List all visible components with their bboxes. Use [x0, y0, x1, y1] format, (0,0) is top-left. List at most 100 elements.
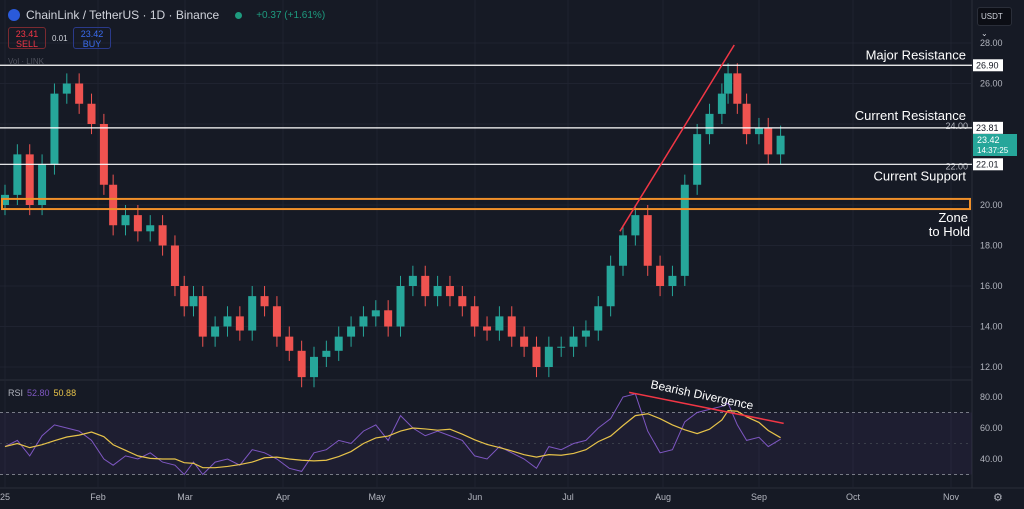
candle: [260, 296, 269, 307]
y-tick-label: 28.00: [980, 38, 1003, 48]
volume-label[interactable]: Vol · LINK: [8, 57, 45, 66]
candle: [408, 275, 417, 286]
candle: [87, 103, 96, 124]
candle: [544, 346, 553, 367]
candle: [272, 306, 281, 337]
candle: [532, 346, 541, 367]
settings-gear-icon: ⚙: [993, 492, 1003, 504]
y-tick-label: 18.00: [980, 241, 1003, 251]
candle: [198, 296, 207, 337]
candle: [764, 128, 773, 155]
x-tick-label: May: [368, 492, 386, 502]
candle: [680, 184, 689, 276]
rsi-legend[interactable]: RSI 52.80 50.88: [8, 388, 76, 398]
candle: [347, 326, 356, 337]
candle: [285, 336, 294, 351]
candle: [421, 275, 430, 297]
candle: [248, 296, 257, 331]
candle: [38, 164, 47, 205]
divergence-line: [629, 391, 784, 425]
candle: [705, 113, 714, 135]
level-price-text: 26.90: [976, 60, 999, 70]
x-tick-label: Mar: [177, 492, 193, 502]
x-tick-label: Oct: [846, 492, 861, 502]
candle: [668, 275, 677, 286]
candle: [170, 245, 179, 286]
rsi-ma-value: 50.88: [53, 388, 77, 398]
chevron-down-icon: ⌄: [981, 29, 988, 38]
last-price-text: 23.42: [977, 135, 1000, 145]
candle: [1, 194, 9, 205]
market-open-icon: [235, 11, 243, 19]
candle: [310, 356, 318, 378]
candle: [606, 265, 615, 307]
y-tick-label: 26.00: [980, 79, 1003, 89]
price-change: +0.37 (+1.61%): [256, 9, 326, 21]
sell-price: 23.41: [15, 29, 39, 39]
candle: [643, 215, 652, 266]
level-price-tag: [973, 158, 1003, 171]
candle: [62, 83, 71, 94]
spread: 0.01: [52, 34, 68, 43]
x-tick-label: Sep: [751, 492, 767, 502]
candle: [495, 316, 504, 331]
zone-label-1: Zone: [938, 210, 968, 225]
candle: [557, 346, 566, 348]
candle: [717, 93, 726, 114]
candle: [158, 225, 167, 246]
candle: [458, 296, 467, 307]
candle: [520, 336, 529, 347]
y-tick-label: 24.00: [945, 121, 968, 131]
candle: [50, 93, 59, 165]
x-tick-label: 25: [0, 492, 10, 502]
candle: [13, 154, 22, 195]
rsi-y-tick-label: 40.00: [980, 454, 1003, 464]
chainlink-logo-icon: [8, 9, 20, 21]
level-price-tag: [973, 121, 1003, 134]
candle: [109, 184, 118, 226]
trend-line: [619, 44, 735, 232]
candle: [180, 286, 189, 307]
candle: [656, 265, 665, 286]
y-tick-label: 12.00: [980, 362, 1003, 372]
candle: [693, 134, 702, 185]
last-price-tag: [973, 134, 1017, 156]
x-tick-label: Nov: [943, 492, 960, 502]
candle: [433, 286, 442, 297]
candle: [724, 73, 733, 94]
candle: [371, 310, 380, 317]
candle: [470, 306, 479, 327]
rsi-title: RSI: [8, 388, 24, 398]
candle: [384, 310, 393, 327]
candle: [733, 73, 742, 104]
x-tick-label: Feb: [90, 492, 106, 502]
currency-select[interactable]: USDT ⌄: [977, 7, 1012, 38]
x-tick-label: Aug: [655, 492, 671, 502]
countdown-text: 14:37:25: [977, 146, 1009, 155]
x-tick-label: Jul: [562, 492, 574, 502]
rsi-y-tick-label: 80.00: [980, 392, 1003, 402]
candle: [133, 215, 142, 232]
level-label: Major Resistance: [866, 47, 966, 62]
symbol-title[interactable]: ChainLink / TetherUS · 1D · Binance: [26, 8, 220, 22]
candle: [235, 316, 244, 331]
candle: [189, 296, 198, 307]
y-tick-label: 20.00: [980, 200, 1003, 210]
y-tick-label: 16.00: [980, 281, 1003, 291]
level-label: Current Support: [874, 168, 967, 183]
candle: [742, 103, 751, 135]
sell-button[interactable]: 23.41 SELL: [8, 27, 46, 49]
rsi-value: 52.80: [27, 388, 50, 398]
candle: [776, 135, 785, 155]
candle: [121, 215, 130, 226]
zone-to-hold-box: [1, 197, 971, 211]
candle: [754, 128, 763, 135]
buy-button[interactable]: 23.42 BUY: [73, 27, 111, 49]
candle: [445, 286, 454, 297]
level-price-text: 23.81: [976, 123, 999, 133]
candle: [569, 336, 578, 347]
x-tick-label: Jun: [468, 492, 483, 502]
currency-label: USDT: [981, 12, 1003, 21]
y-tick-label: 14.00: [980, 322, 1003, 332]
